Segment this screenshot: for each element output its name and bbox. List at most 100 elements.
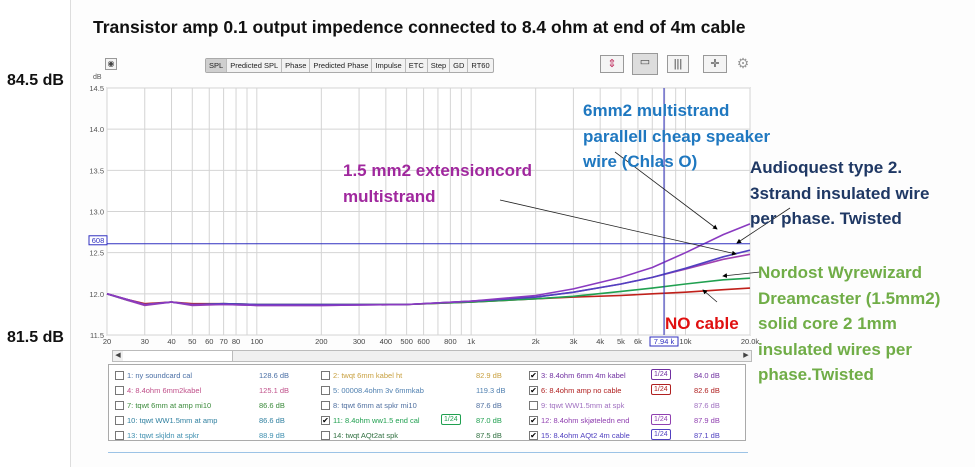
y-tick-label: 12.0 [89,290,104,299]
legend-checkbox[interactable]: ✔ [529,415,538,425]
legend-item: 2: twqt 6mm kabel ht [321,368,402,382]
legend-item: 4: 8.4ohm 6mm2kabel [115,383,201,397]
legend-checkbox[interactable] [115,385,124,395]
legend-label[interactable]: 2: twqt 6mm kabel ht [333,370,403,380]
smoothing-badge[interactable]: 1/24 [441,414,461,425]
tab-gd[interactable]: GD [450,59,469,72]
x-tick-label: 500 [400,337,413,346]
page-title: Transistor amp 0.1 output impedence conn… [93,17,746,37]
legend-value: 86.6 dB [259,401,285,410]
scroll-thumb[interactable] [123,351,233,361]
x-tick-label: 6k [634,337,642,346]
annotation-line: parallell cheap speaker [583,126,771,146]
smoothing-badge[interactable]: 1/24 [651,414,671,425]
legend-label[interactable]: 14: twqt AQt2at spk [333,430,399,440]
cursor-freq-label: 7.94 k [654,337,675,346]
legend-value: 87.5 dB [476,431,502,440]
legend-label[interactable]: 3: 8.4ohm 6mm 4m kabel [541,370,626,380]
legend-label[interactable]: 13: tqwt skjldn at spkr [127,430,200,440]
legend-label[interactable]: 5: 00008.4ohm 3v 6mmkab [333,385,424,395]
legend-item: 5: 00008.4ohm 3v 6mmkab [321,383,424,397]
tab-phase[interactable]: Phase [282,59,311,72]
legend-checkbox[interactable]: ✔ [529,385,538,395]
tab-step[interactable]: Step [428,59,451,72]
x-tick-label: 3k [569,337,577,346]
legend-checkbox[interactable] [115,415,124,425]
legend-layout-icon[interactable]: ▭ [632,53,658,75]
annotation-line: per phase. Twisted [750,209,902,228]
legend-checkbox[interactable]: ✔ [529,430,538,440]
legend-label[interactable]: 11: 8.4ohm ww1.5 end cal [333,415,420,425]
legend-value: 88.9 dB [259,431,285,440]
legend-label[interactable]: 12: 8.4ohm skjøteledn end [541,415,630,425]
legend-value: 87.6 dB [694,401,720,410]
x-tick-label: 800 [444,337,457,346]
x-tick-label: 60 [205,337,213,346]
legend-label[interactable]: 8: tqwt 6mm at spkr mi10 [333,400,417,410]
legend-label[interactable]: 15: 8.4ohm AQt2 4m cable [541,430,630,440]
legend-label[interactable]: 6: 8.4ohm amp no cable [541,385,622,395]
x-tick-label: 50 [188,337,196,346]
tab-spl[interactable]: SPL [206,59,228,72]
tab-etc[interactable]: ETC [406,59,428,72]
legend-value: 87.6 dB [476,401,502,410]
legend-label[interactable]: 9: tqwt WW1.5mm at spk [541,400,625,410]
x-tick-label: 300 [353,337,366,346]
annotation-line: 6mm2 multistrand [583,101,730,120]
x-tick-label: 400 [380,337,393,346]
legend-value: 125.1 dB [259,386,290,395]
legend-value: 128.6 dB [259,371,290,380]
annotation-line: Nordost Wyrewizard [758,263,923,282]
legend-checkbox[interactable] [529,400,538,410]
legend-checkbox[interactable]: ✔ [321,415,330,425]
annotation-nordost: Nordost Wyrewizard Dreamcaster (1.5mm2) … [758,260,940,388]
smoothing-badge[interactable]: 1/24 [651,384,671,395]
annotation-line: Dreamcaster (1.5mm2) [758,288,941,308]
legend-checkbox[interactable] [115,400,124,410]
graph-tabs: SPL Predicted SPL Phase Predicted Phase … [205,58,494,73]
tab-impulse[interactable]: Impulse [372,59,406,72]
x-tick-label: 1k [467,337,475,346]
y-axis-unit: dB [93,74,102,81]
legend-item: 9: tqwt WW1.5mm at spk [529,398,624,412]
smoothing-badge[interactable]: 1/24 [651,429,671,440]
legend-checkbox[interactable] [321,430,330,440]
legend-checkbox[interactable] [321,400,330,410]
x-tick-label: 600 [417,337,430,346]
x-tick-label: 70 [219,337,227,346]
tab-rt60[interactable]: RT60 [471,61,490,70]
smoothing-badge[interactable]: 1/24 [651,369,671,380]
columns-icon[interactable]: ||| [667,55,689,73]
capture-icon[interactable]: ◉ [105,58,117,70]
legend-value: 86.6 dB [259,416,285,425]
legend-item: ✔ 6: 8.4ohm amp no cable [529,383,621,397]
legend-value: 87.1 dB [694,431,720,440]
legend-checkbox[interactable]: ✔ [529,370,538,380]
scroll-right-icon[interactable]: ▶ [743,352,749,359]
legend-checkbox[interactable] [115,370,124,380]
x-tick-label: 100 [251,337,264,346]
y-tick-label: 14.0 [89,125,104,134]
legend-checkbox[interactable] [115,430,124,440]
legend-label[interactable]: 4: 8.4ohm 6mm2kabel [127,385,202,395]
axis-limits-icon[interactable]: ✛ [703,55,727,73]
legend-label[interactable]: 7: tqwt 6mm at amp mi10 [127,400,212,410]
x-tick-label: 4k [596,337,604,346]
legend-item: ✔ 15: 8.4ohm AQt2 4m cable [529,428,630,442]
x-scrollbar[interactable]: ◀ ▶ [112,350,752,362]
annotation-line: Audioquest type 2. [750,158,903,177]
x-tick-label: 20 [103,337,111,346]
legend-label[interactable]: 1: ny soundcard cal [127,370,193,380]
legend-checkbox[interactable] [321,370,330,380]
legend-item: ✔ 12: 8.4ohm skjøteledn end [529,413,629,427]
legend-label[interactable]: 10: tqwt WW1.5mm at amp [127,415,218,425]
graph-controls-icon[interactable]: ⇕ [600,55,624,73]
scroll-left-icon[interactable]: ◀ [115,352,121,359]
cursor-level-label: 608 [92,236,105,245]
legend-item: ✔ 11: 8.4ohm ww1.5 end cal [321,413,420,427]
settings-gear-icon[interactable]: ⚙ [736,55,750,71]
legend-checkbox[interactable] [321,385,330,395]
tab-predicted-phase[interactable]: Predicted Phase [310,59,373,72]
annotation-line: 3strand insulated wire [750,183,930,203]
tab-predicted-spl[interactable]: Predicted SPL [227,59,283,72]
